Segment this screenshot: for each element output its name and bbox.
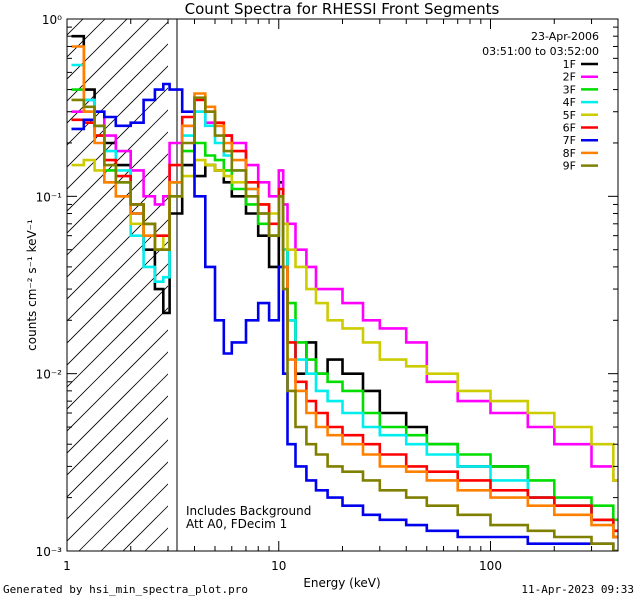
hatch-line — [0, 0, 89, 551]
hatch-line — [67, 19, 172, 124]
legend-label-1F: 1F — [563, 58, 576, 71]
footer-timestamp: 11-Apr-2023 09:33 — [521, 583, 634, 596]
series-line-7F — [71, 82, 618, 551]
hatch-line — [67, 19, 128, 80]
hatch-line — [67, 19, 84, 36]
y-tick-label: 10⁻¹ — [36, 190, 63, 204]
legend-label-8F: 8F — [563, 147, 576, 160]
hatch-line — [67, 19, 216, 168]
legend-label-2F: 2F — [563, 71, 576, 84]
legend-label-9F: 9F — [563, 160, 576, 173]
legend-label-5F: 5F — [563, 109, 576, 122]
y-axis-label: counts cm⁻² s⁻¹ keV⁻¹ — [25, 219, 39, 351]
excluded-region-hatch — [0, 0, 618, 551]
annotation-background: Includes Background — [186, 504, 311, 518]
legend-label-6F: 6F — [563, 122, 576, 135]
y-tick-label: 10⁰ — [42, 13, 62, 27]
legend-label-4F: 4F — [563, 96, 576, 109]
x-tick-label: 10 — [271, 559, 286, 573]
x-tick-label: 1 — [63, 559, 71, 573]
y-tick-label: 10⁻² — [36, 368, 63, 382]
footer-generated-by: Generated by hsi_min_spectra_plot.pro — [3, 583, 249, 596]
date-label: 23-Apr-2006 — [531, 30, 599, 43]
chart-title: Count Spectra for RHESSI Front Segments — [185, 0, 500, 18]
legend-label-3F: 3F — [563, 83, 576, 96]
annotation-attenuator: Att A0, FDecim 1 — [186, 517, 287, 531]
hatch-mask — [168, 19, 618, 551]
x-tick-label: 100 — [479, 559, 502, 573]
y-tick-label: 10⁻³ — [36, 545, 63, 559]
hatch-line — [67, 19, 194, 146]
time-range-label: 03:51:00 to 03:52:00 — [482, 45, 599, 58]
series-line-9F — [71, 96, 618, 551]
legend-label-7F: 7F — [563, 134, 576, 147]
x-axis-label: Energy (keV) — [303, 576, 380, 590]
